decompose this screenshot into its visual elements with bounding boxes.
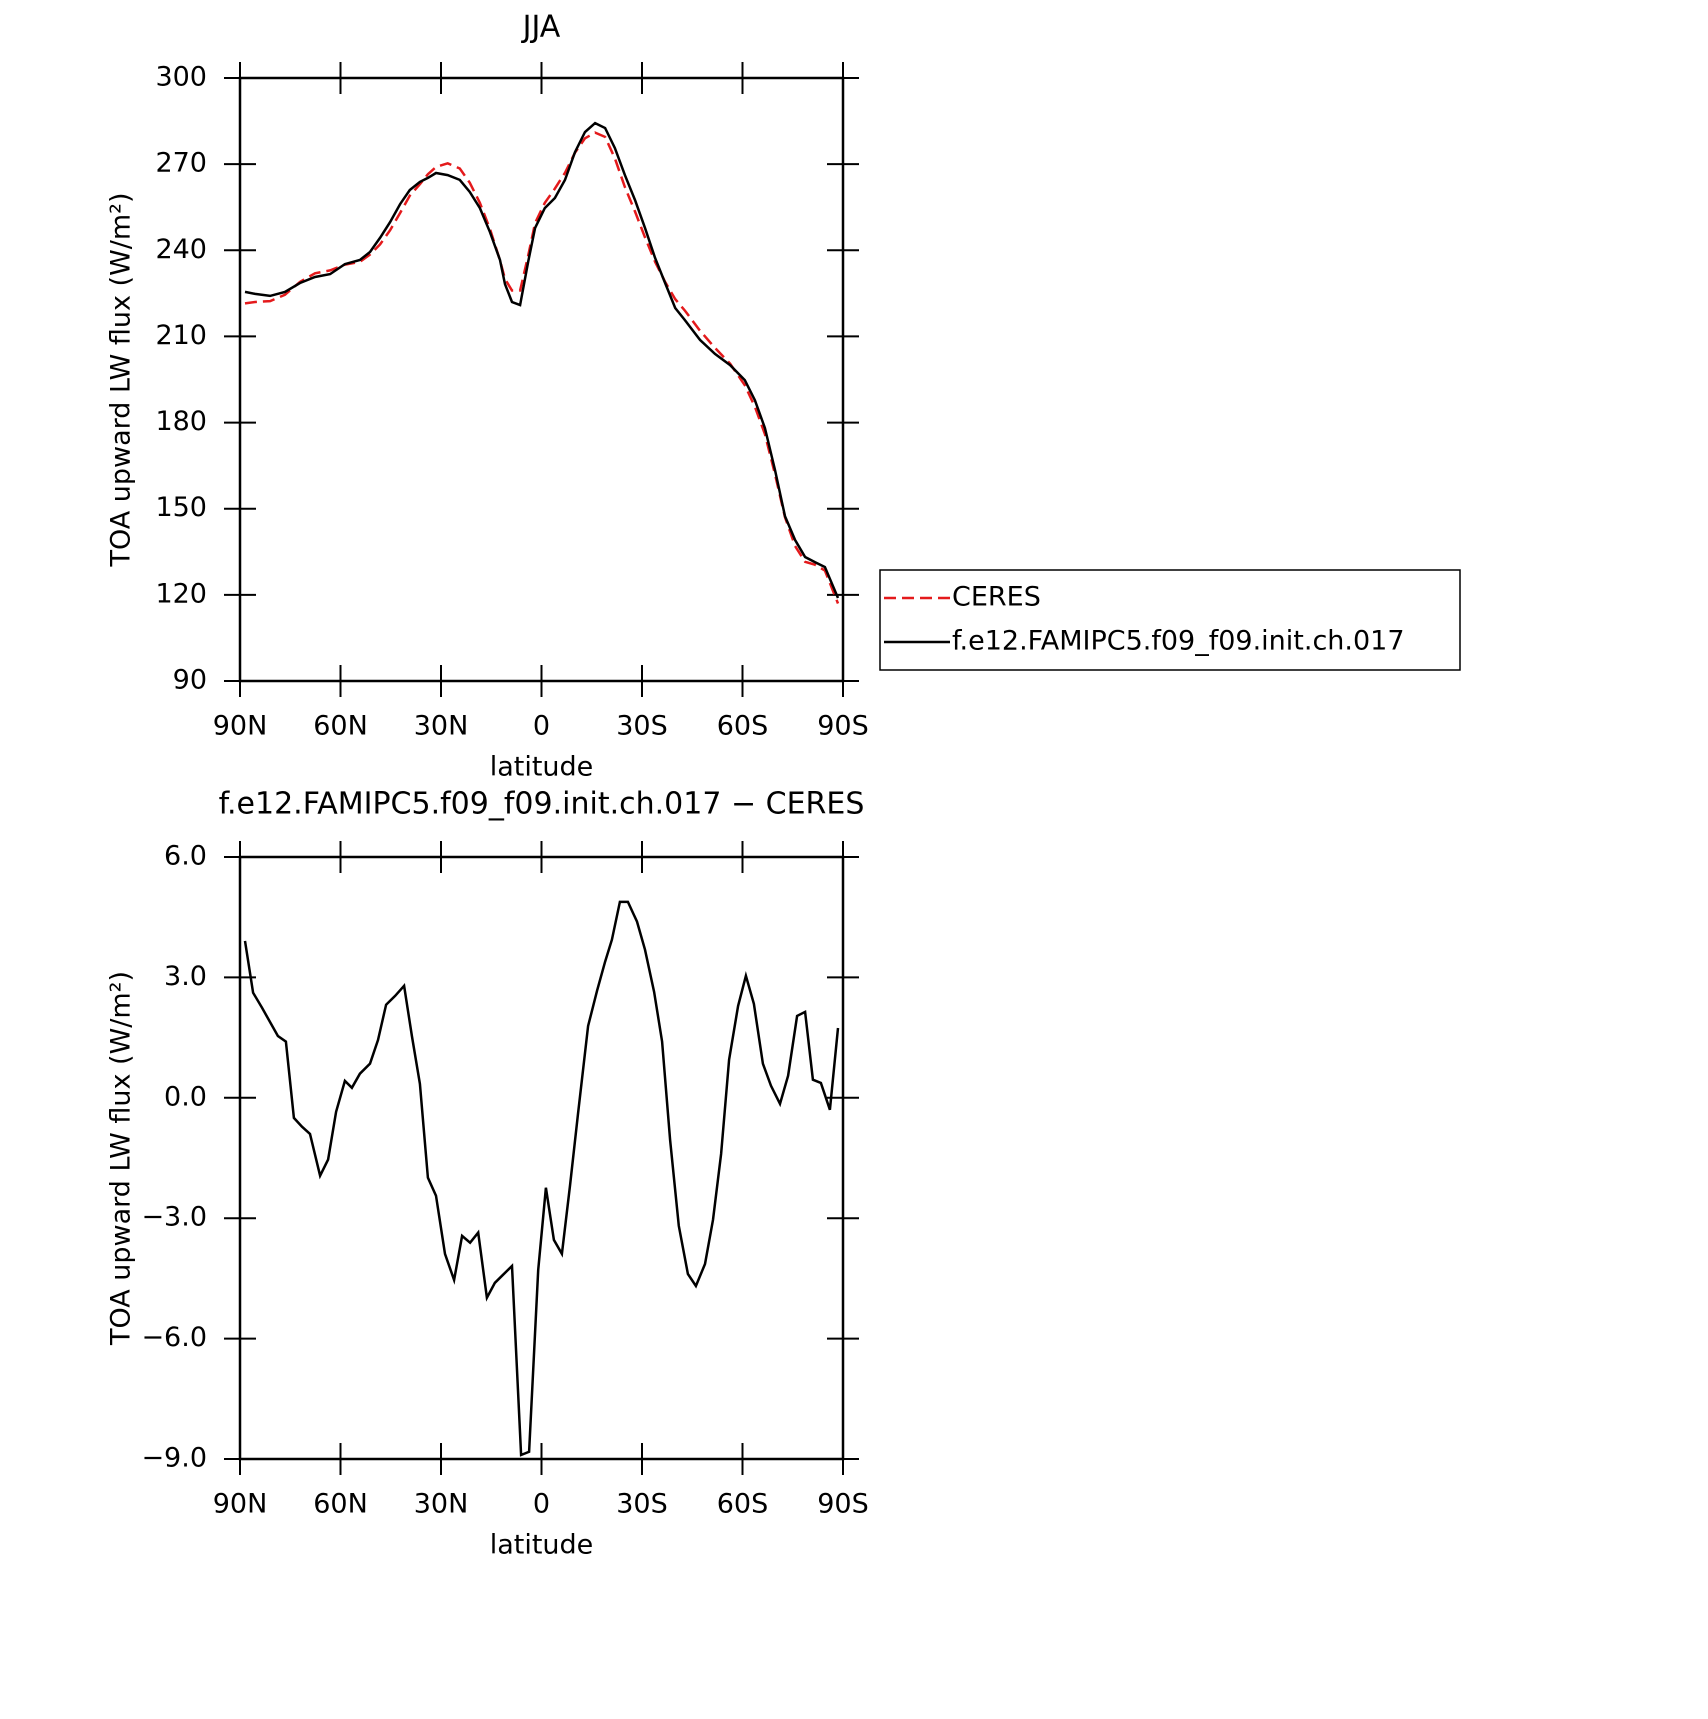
x-tick-label: 30N xyxy=(414,1489,469,1520)
legend-label: CERES xyxy=(952,582,1041,613)
x-tick-label: 60N xyxy=(313,711,368,742)
y-tick-label: 300 xyxy=(155,62,207,93)
x-tick-label: 30S xyxy=(616,1489,668,1520)
y-tick-label: −9.0 xyxy=(141,1443,207,1474)
chart-title: JJA xyxy=(521,10,561,45)
x-axis-label: latitude xyxy=(490,1530,594,1561)
y-tick-label: 210 xyxy=(155,320,207,351)
legend-label: f.e12.FAMIPC5.f09_f09.init.ch.017 xyxy=(952,626,1405,657)
y-tick-label: 120 xyxy=(155,578,207,609)
legend-box xyxy=(879,569,1461,671)
y-axis-label: TOA upward LW flux (W/m²) xyxy=(106,971,137,1346)
x-tick-label: 90N xyxy=(213,711,268,742)
x-tick-label: 90S xyxy=(817,711,869,742)
y-tick-label: 180 xyxy=(155,406,207,437)
x-tick-label: 60N xyxy=(313,1489,368,1520)
y-tick-label: 270 xyxy=(155,148,207,179)
y-tick-label: 6.0 xyxy=(164,841,207,872)
y-axis-label: TOA upward LW flux (W/m²) xyxy=(106,192,137,567)
x-tick-label: 90S xyxy=(817,1489,869,1520)
plot-frame xyxy=(238,76,845,683)
y-tick-label: 240 xyxy=(155,234,207,265)
y-tick-label: 3.0 xyxy=(164,961,207,992)
x-tick-label: 0 xyxy=(533,1489,550,1520)
y-tick-label: −6.0 xyxy=(141,1322,207,1353)
x-tick-label: 0 xyxy=(533,711,550,742)
y-tick-label: 0.0 xyxy=(164,1081,207,1112)
y-tick-label: 150 xyxy=(155,492,207,523)
x-tick-label: 60S xyxy=(717,711,769,742)
plot-frame xyxy=(238,855,845,1461)
x-tick-label: 60S xyxy=(717,1489,769,1520)
data-line xyxy=(244,131,840,604)
x-tick-label: 30N xyxy=(414,711,469,742)
data-line xyxy=(243,900,840,1457)
x-tick-label: 90N xyxy=(213,1489,268,1520)
x-axis-label: latitude xyxy=(490,752,594,783)
y-tick-label: −3.0 xyxy=(141,1202,207,1233)
x-tick-label: 30S xyxy=(616,711,668,742)
data-line xyxy=(244,121,840,599)
chart-title: f.e12.FAMIPC5.f09_f09.init.ch.017 − CERE… xyxy=(219,787,865,822)
y-tick-label: 90 xyxy=(173,665,207,696)
